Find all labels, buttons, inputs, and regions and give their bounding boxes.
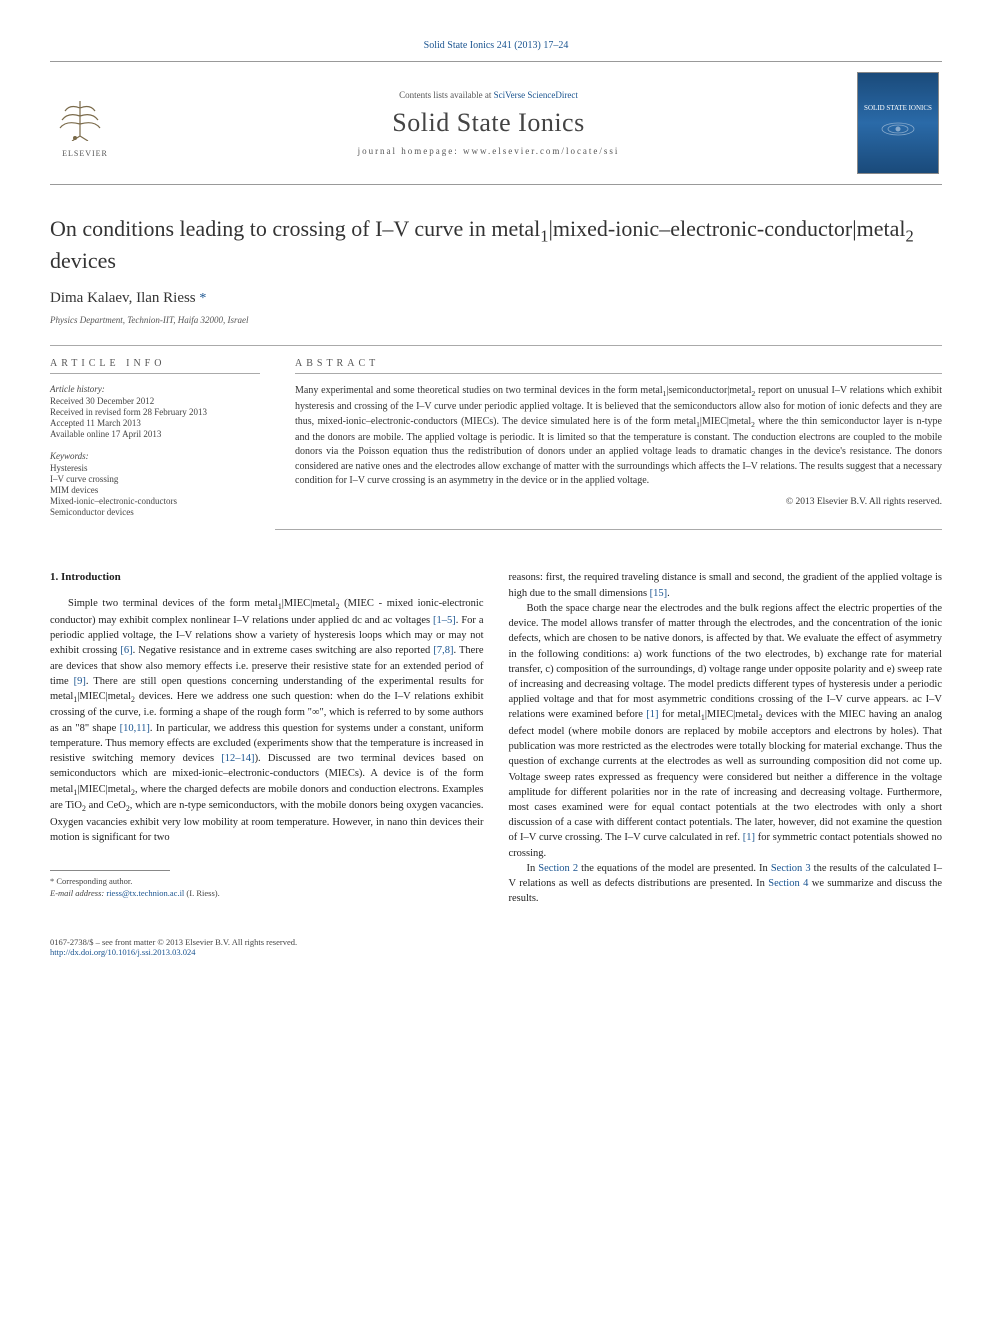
history-label: Article history: [50,384,260,394]
affiliation-line: Physics Department, Technion-IIT, Haifa … [50,315,942,325]
citation-header: Solid State Ionics 241 (2013) 17–24 [50,40,942,51]
body-column-right: reasons: first, the required traveling d… [509,570,943,906]
contents-available-line: Contents lists available at SciVerse Sci… [120,90,857,100]
journal-title: Solid State Ionics [120,108,857,138]
info-abstract-row: ARTICLE INFO Article history: Received 3… [50,345,942,530]
cover-thumbnail-block: SOLID STATE IONICS [857,72,942,174]
intro-paragraph-2: Both the space charge near the electrode… [509,601,943,861]
body-two-column: 1. Introduction Simple two terminal devi… [50,570,942,906]
cover-title: SOLID STATE IONICS [862,102,934,114]
email-name: (I. Riess). [184,888,219,898]
contents-prefix: Contents lists available at [399,90,493,100]
corresponding-author-marker[interactable]: * [199,291,206,306]
abstract-text: Many experimental and some theoretical s… [295,384,942,488]
elsevier-tree-icon [50,89,110,149]
citation-link[interactable]: Solid State Ionics 241 (2013) 17–24 [424,40,569,51]
journal-cover-thumbnail[interactable]: SOLID STATE IONICS [857,72,939,174]
intro-paragraph-3: In Section 2 the equations of the model … [509,861,943,907]
cover-graphic-icon [878,114,918,144]
section-heading-intro: 1. Introduction [50,570,484,586]
abstract-label: ABSTRACT [295,358,942,374]
keyword-item: I–V curve crossing [50,474,260,484]
publisher-logo-block: ELSEVIER [50,89,120,158]
footnote-rule [50,870,170,871]
author-names: Dima Kalaev, Ilan Riess [50,290,199,306]
doi-link[interactable]: http://dx.doi.org/10.1016/j.ssi.2013.03.… [50,947,196,957]
author-list: Dima Kalaev, Ilan Riess * [50,290,942,307]
keyword-item: Hysteresis [50,463,260,473]
masthead-center: Contents lists available at SciVerse Sci… [120,90,857,156]
article-info-column: ARTICLE INFO Article history: Received 3… [50,346,275,530]
keyword-item: Semiconductor devices [50,507,260,517]
email-label: E-mail address: [50,888,106,898]
article-title: On conditions leading to crossing of I–V… [50,215,942,275]
history-revised: Received in revised form 28 February 201… [50,407,260,417]
history-accepted: Accepted 11 March 2013 [50,418,260,428]
journal-masthead: ELSEVIER Contents lists available at Sci… [50,61,942,185]
body-column-left: 1. Introduction Simple two terminal devi… [50,570,484,906]
issn-copyright-line: 0167-2738/$ – see front matter © 2013 El… [50,937,297,947]
keyword-item: Mixed-ionic–electronic-conductors [50,496,260,506]
intro-continuation: reasons: first, the required traveling d… [509,570,943,600]
keywords-label: Keywords: [50,451,260,461]
article-info-label: ARTICLE INFO [50,358,260,374]
footer-left: 0167-2738/$ – see front matter © 2013 El… [50,937,297,957]
history-received: Received 30 December 2012 [50,396,260,406]
abstract-copyright: © 2013 Elsevier B.V. All rights reserved… [295,497,942,507]
abstract-column: ABSTRACT Many experimental and some theo… [275,346,942,530]
email-link[interactable]: riess@tx.technion.ac.il [106,888,184,898]
page-footer: 0167-2738/$ – see front matter © 2013 El… [50,937,942,957]
history-online: Available online 17 April 2013 [50,429,260,439]
corresponding-footnote: * Corresponding author. [50,875,484,887]
intro-paragraph-1: Simple two terminal devices of the form … [50,596,484,845]
publisher-name: ELSEVIER [50,149,120,158]
keyword-item: MIM devices [50,485,260,495]
sciencedirect-link[interactable]: SciVerse ScienceDirect [494,90,578,100]
email-footnote: E-mail address: riess@tx.technion.ac.il … [50,887,484,899]
journal-homepage-line: journal homepage: www.elsevier.com/locat… [120,146,857,156]
